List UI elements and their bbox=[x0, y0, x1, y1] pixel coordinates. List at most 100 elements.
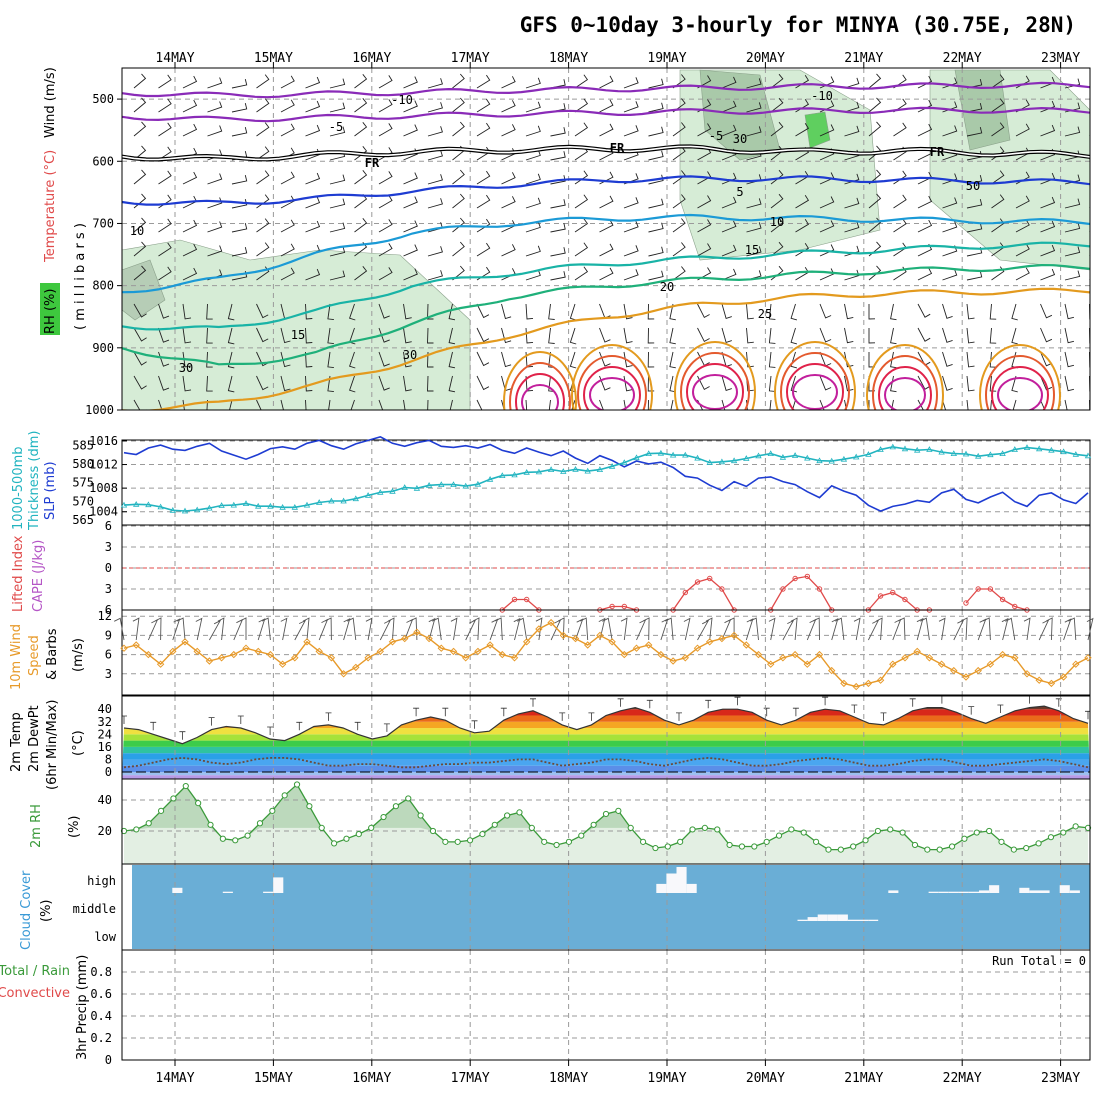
wind-barb bbox=[476, 218, 491, 233]
wind-barb bbox=[697, 243, 712, 257]
wind-barb bbox=[844, 327, 854, 344]
upper-plot-area: -10 -10 -5 -5 FR FR FR 5 10 15 15 20 25 10 30 30 30 50 bbox=[122, 68, 1090, 410]
wind10m-speed-marker bbox=[535, 625, 543, 633]
wind10m-speed-marker bbox=[937, 660, 946, 668]
minmax-whisker bbox=[354, 721, 361, 731]
temp-band bbox=[122, 746, 1090, 754]
wind10m-speed-marker bbox=[913, 647, 921, 656]
warm-contour-loop bbox=[884, 377, 926, 410]
wind-barb bbox=[1089, 183, 1090, 185]
wind-barb bbox=[746, 327, 754, 344]
wind-barb bbox=[868, 304, 876, 320]
wind-barb bbox=[770, 121, 784, 137]
contour-label: 20 bbox=[660, 280, 674, 294]
wind-barb bbox=[305, 76, 321, 89]
date-label-bottom: 22MAY bbox=[943, 1071, 982, 1086]
wind-barb bbox=[476, 98, 491, 113]
warm-contour-loop bbox=[692, 374, 738, 410]
lifted-index-line bbox=[965, 588, 1028, 611]
minmax-whisker bbox=[734, 696, 741, 706]
wind-barb bbox=[378, 303, 390, 319]
wind-barb bbox=[378, 147, 393, 161]
wind-barb bbox=[207, 77, 223, 89]
wind-barb bbox=[574, 194, 589, 209]
cloud-bar-high bbox=[1029, 890, 1040, 893]
wind-barb bbox=[550, 175, 566, 185]
wind10m-speed-marker bbox=[303, 638, 311, 646]
rh-point bbox=[911, 841, 919, 849]
date-label-top: 14MAY bbox=[155, 51, 194, 66]
thickness-marker bbox=[145, 501, 152, 508]
rh-point bbox=[639, 838, 647, 845]
warm-contour-loop bbox=[979, 344, 1061, 410]
cloud-panel-labels: Cloud Cover (%) bbox=[19, 870, 54, 950]
wind10m-barb bbox=[575, 618, 584, 641]
contour-label: 25 bbox=[758, 307, 772, 321]
wind-barb bbox=[991, 98, 1005, 113]
rh-panel-labels: 2m RH (%) bbox=[29, 804, 82, 848]
wind-barb bbox=[427, 174, 443, 185]
wind-barb bbox=[1011, 375, 1018, 393]
wind-barb bbox=[697, 195, 712, 209]
wind-barb bbox=[227, 327, 235, 345]
wind-barb bbox=[133, 265, 147, 281]
wind-barb bbox=[476, 194, 491, 209]
wind-barb bbox=[819, 399, 825, 410]
wind10m-barb bbox=[853, 617, 861, 641]
wind-barb bbox=[746, 198, 762, 209]
wind-barb bbox=[525, 245, 541, 257]
cloud-bar-middle bbox=[807, 917, 818, 921]
wind-barb bbox=[648, 102, 664, 113]
wind-barb bbox=[256, 218, 270, 233]
wind-barb bbox=[182, 219, 198, 233]
wind-barb bbox=[525, 327, 534, 344]
wind-barb bbox=[280, 375, 291, 392]
lifted-index-line bbox=[672, 577, 735, 611]
wind-barb bbox=[746, 126, 762, 137]
thickness-marker bbox=[133, 500, 140, 507]
wind10m-speed-marker bbox=[461, 654, 470, 662]
rh-tick-label: 40 bbox=[98, 793, 112, 807]
millibars-label: ( m i l l i b a r s ) bbox=[73, 223, 88, 330]
date-label-bottom: 20MAY bbox=[746, 1071, 785, 1086]
wind10m-barb bbox=[782, 619, 795, 641]
minmax-whisker bbox=[851, 704, 858, 713]
thickness-marker bbox=[340, 497, 347, 504]
temp-band bbox=[122, 775, 1090, 779]
warm-contour-loop bbox=[577, 355, 647, 410]
cloud-bar-high bbox=[656, 883, 667, 893]
thickness-marker bbox=[560, 468, 567, 474]
wind-barb bbox=[452, 169, 465, 185]
wind10m-barb bbox=[768, 617, 776, 641]
wind-barb bbox=[1040, 100, 1056, 113]
contour-label: -5 bbox=[709, 129, 723, 143]
wind-barb bbox=[868, 193, 882, 209]
wind-barb bbox=[329, 102, 346, 113]
y-tick-label: 800 bbox=[92, 279, 114, 293]
wind-barb bbox=[1089, 207, 1090, 209]
rh-shade-region bbox=[954, 69, 1011, 151]
wind-barb bbox=[501, 124, 516, 137]
contour-label: -10 bbox=[811, 89, 833, 103]
wind-barb bbox=[942, 197, 958, 209]
slp-panel-labels: 1000-500mb Thickness (dm) SLP (mb) bbox=[11, 431, 58, 531]
rh-shade-region bbox=[122, 259, 166, 321]
wind10m-speed-marker bbox=[193, 647, 201, 656]
li-tick-label: 3 bbox=[105, 540, 112, 554]
thickness-marker bbox=[1023, 444, 1031, 450]
wind-barb bbox=[991, 266, 1005, 281]
wind-barb bbox=[227, 351, 235, 369]
wind-barb bbox=[133, 217, 147, 233]
rh-point bbox=[244, 832, 251, 839]
wind-barb bbox=[844, 125, 860, 137]
rh-point bbox=[355, 831, 362, 838]
wind-barb bbox=[1089, 159, 1090, 161]
wind-barb bbox=[966, 126, 983, 137]
cloud-bar-high bbox=[263, 891, 274, 893]
wind10m-barb bbox=[113, 617, 125, 641]
wind-barb bbox=[427, 150, 443, 161]
wind-barb bbox=[721, 327, 732, 343]
temp-band bbox=[122, 765, 1090, 772]
wind-barb bbox=[280, 219, 295, 233]
